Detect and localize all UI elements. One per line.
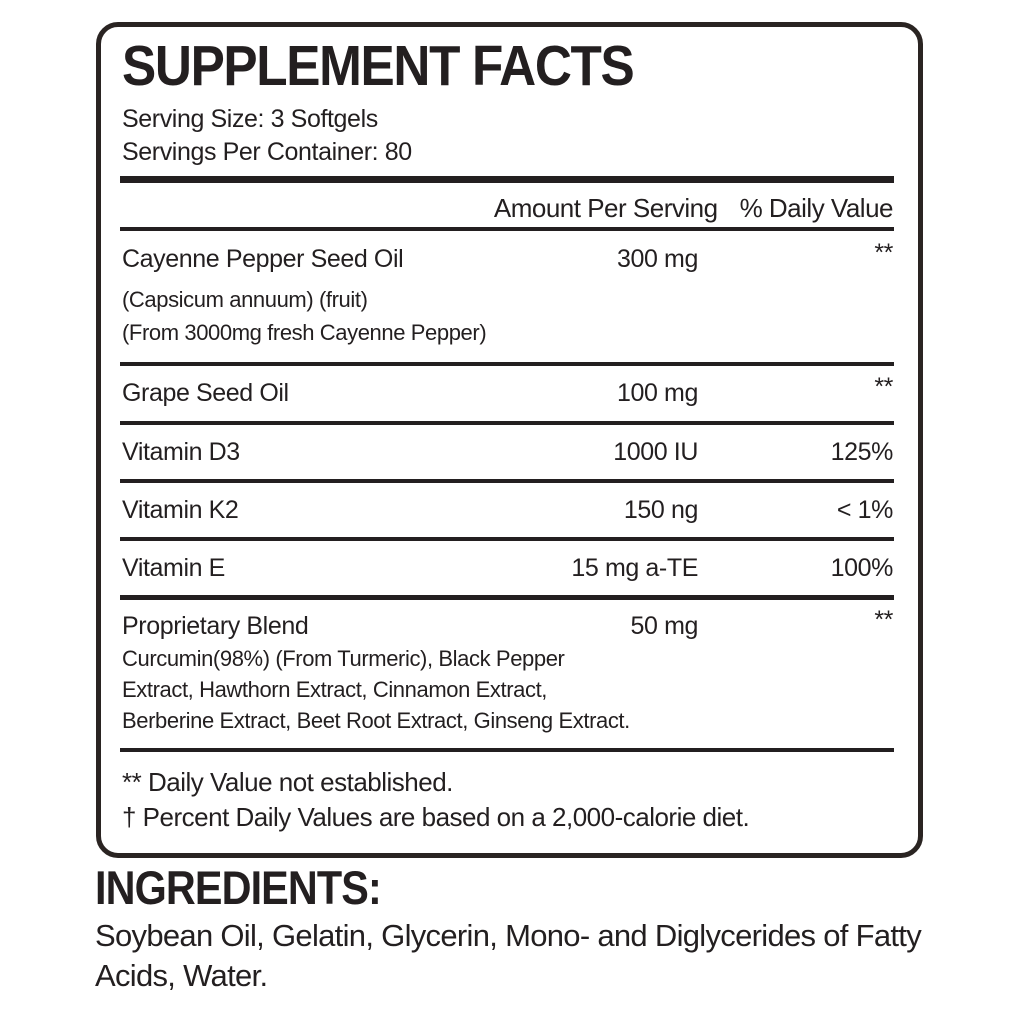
- divider: [120, 748, 894, 752]
- divider: [120, 421, 894, 425]
- nutrient-name: Vitamin K2: [122, 496, 239, 524]
- divider: [120, 362, 894, 366]
- supplement-facts-panel: SUPPLEMENT FACTS Serving Size: 3 Softgel…: [96, 22, 923, 858]
- nutrient-row: Vitamin D3 1000 IU 125%: [122, 438, 893, 467]
- column-header-daily-value: % Daily Value: [739, 193, 894, 223]
- nutrient-row: Vitamin K2 150 ng < 1%: [122, 496, 893, 525]
- divider-thick: [120, 176, 894, 183]
- nutrient-row: Cayenne Pepper Seed Oil 300 mg **: [122, 239, 893, 274]
- divider: [120, 479, 894, 483]
- ingredients-heading: INGREDIENTS:: [95, 861, 382, 914]
- footnote-percent-daily-values: † Percent Daily Values are based on a 2,…: [122, 802, 750, 832]
- nutrient-row: Proprietary Blend 50 mg **: [122, 606, 893, 641]
- nutrient-row: Grape Seed Oil 100 mg **: [122, 373, 893, 408]
- nutrient-name: Vitamin E: [122, 554, 225, 582]
- divider: [120, 537, 894, 541]
- divider: [120, 595, 894, 600]
- nutrient-detail: (Capsicum annuum) (fruit): [122, 287, 368, 312]
- nutrient-daily-value: 100%: [830, 554, 894, 582]
- nutrient-name: Proprietary Blend: [122, 612, 309, 640]
- nutrient-name: Vitamin D3: [122, 438, 240, 466]
- divider: [120, 227, 894, 231]
- nutrient-amount: 150 ng: [623, 496, 698, 524]
- footnote-daily-value: ** Daily Value not established.: [122, 767, 453, 797]
- column-header-amount: Amount Per Serving: [493, 193, 718, 223]
- serving-size: Serving Size: 3 Softgels: [122, 105, 378, 133]
- nutrient-daily-value: 125%: [830, 438, 894, 466]
- column-headers: Amount Per Serving % Daily Value: [122, 193, 894, 224]
- ingredients-text: Soybean Oil, Gelatin, Glycerin, Mono- an…: [95, 918, 922, 993]
- nutrient-name: Cayenne Pepper Seed Oil: [122, 245, 404, 273]
- servings-per-container: Servings Per Container: 80: [122, 138, 412, 166]
- nutrient-daily-value: **: [874, 373, 893, 401]
- nutrient-detail: Curcumin(98%) (From Turmeric), Black Pep…: [122, 646, 565, 671]
- nutrient-daily-value: < 1%: [836, 496, 893, 524]
- nutrient-amount: 1000 IU: [613, 438, 698, 466]
- nutrient-amount: 100 mg: [617, 379, 698, 407]
- nutrient-detail: Berberine Extract, Beet Root Extract, Gi…: [122, 708, 630, 733]
- nutrient-daily-value: **: [874, 239, 893, 267]
- nutrient-detail: (From 3000mg fresh Cayenne Pepper): [122, 320, 487, 345]
- nutrient-amount: 50 mg: [630, 612, 699, 640]
- nutrient-row: Vitamin E 15 mg a-TE 100%: [122, 554, 893, 583]
- nutrient-amount: 15 mg a-TE: [571, 554, 698, 582]
- nutrient-daily-value: **: [874, 606, 893, 634]
- nutrient-name: Grape Seed Oil: [122, 379, 289, 407]
- nutrient-amount: 300 mg: [617, 245, 698, 273]
- nutrient-detail: Extract, Hawthorn Extract, Cinnamon Extr…: [122, 677, 547, 702]
- panel-title: SUPPLEMENT FACTS: [122, 34, 635, 98]
